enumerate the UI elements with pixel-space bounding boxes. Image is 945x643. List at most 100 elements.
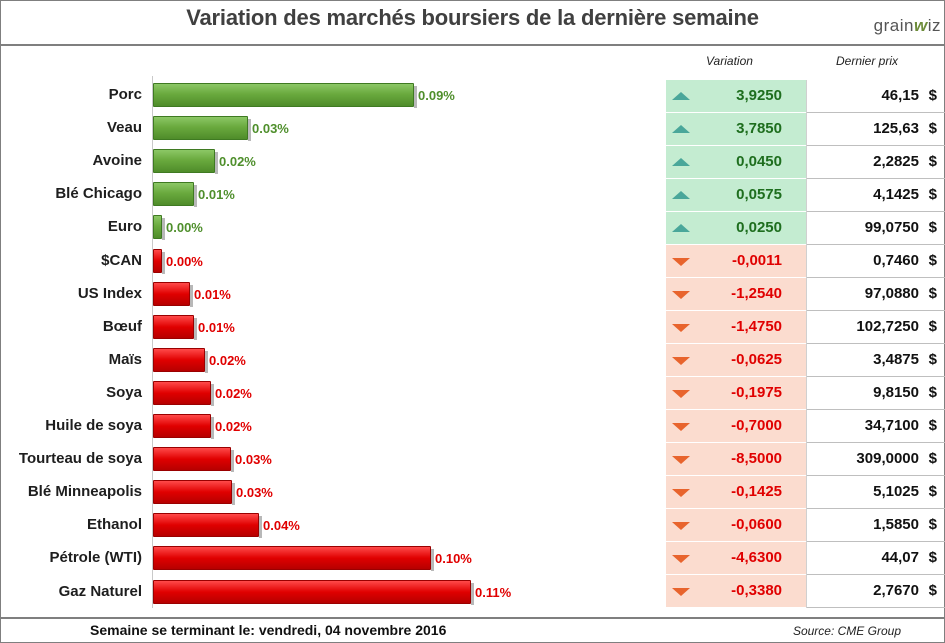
- chart-title: Variation des marchés boursiers de la de…: [186, 5, 759, 30]
- variation-value: -0,7000: [731, 417, 782, 434]
- price-cell: 309,0000 $: [807, 443, 945, 476]
- price-cell: 102,7250 $: [807, 311, 945, 344]
- price-cell: 125,63 $: [807, 113, 945, 146]
- currency-symbol: $: [928, 384, 937, 401]
- variation-value: 0,0575: [736, 186, 782, 203]
- bar-neg: [153, 447, 234, 473]
- bar-value-label: 0.09%: [418, 88, 455, 103]
- price-value: 4,1425: [873, 186, 919, 203]
- bar-pos: [153, 83, 417, 108]
- variation-cell: -0,1975: [666, 377, 806, 410]
- category-label: Huile de soya: [45, 417, 142, 434]
- bar-neg: [153, 579, 474, 605]
- down-arrow-icon: [672, 291, 690, 299]
- bar-neg: [153, 281, 193, 307]
- bar-neg: [153, 347, 208, 373]
- category-label: Porc: [108, 86, 142, 103]
- category-label: Pétrole (WTI): [49, 549, 143, 567]
- up-arrow-icon: [672, 125, 690, 133]
- bar-value-label: 0.11%: [475, 584, 512, 600]
- footer-divider: [0, 617, 945, 619]
- bar-neg: [153, 380, 214, 406]
- variation-cell: -8,5000: [666, 443, 806, 476]
- bar-value-label: 0.02%: [215, 385, 252, 401]
- currency-symbol: $: [928, 450, 937, 467]
- price-cell: 5,1025 $: [807, 476, 945, 509]
- bar-neg: [153, 546, 434, 572]
- down-arrow-icon: [672, 357, 690, 365]
- variation-cell: -0,3380: [666, 575, 806, 608]
- price-cell: 97,0880 $: [807, 278, 945, 311]
- bar-value-label: 0.01%: [198, 319, 235, 335]
- variation-value: -0,1425: [731, 483, 782, 500]
- variation-value: -0,0625: [731, 351, 782, 368]
- bar-neg: [153, 248, 165, 274]
- price-value: 1,5850: [873, 516, 919, 533]
- variation-value: -0,0011: [731, 252, 782, 269]
- variation-value: -8,5000: [731, 450, 782, 467]
- category-label: Soya: [106, 383, 142, 401]
- category-label: Tourteau de soya: [18, 450, 142, 468]
- bar-value-label: 0.01%: [194, 286, 231, 302]
- category-label: Maïs: [108, 350, 142, 368]
- bar-neg: [153, 513, 262, 539]
- up-arrow-icon: [672, 224, 690, 232]
- bar-value-label: 0.02%: [215, 419, 252, 434]
- variation-cell: -0,0600: [666, 509, 806, 542]
- category-label: Blé Minneapolis: [27, 483, 142, 501]
- up-arrow-icon: [672, 158, 690, 166]
- price-value: 2,2825: [873, 153, 919, 170]
- price-cell: 46,15 $: [807, 80, 945, 113]
- price-value: 34,7100: [864, 417, 919, 434]
- currency-symbol: $: [928, 417, 937, 434]
- source-note: Source: CME Group: [792, 624, 901, 638]
- variation-cell: 3,7850: [666, 113, 806, 146]
- variation-value: 3,7850: [736, 120, 782, 137]
- price-cell: 1,5850 $: [807, 509, 945, 542]
- variation-value: -0,1975: [731, 384, 782, 401]
- week-ending-label: Semaine se terminant le:: [90, 622, 255, 638]
- grainwiz-logo: grainwiz: [873, 16, 941, 35]
- price-value: 102,7250: [856, 318, 919, 335]
- week-ending: Semaine se terminant le: vendredi, 04 no…: [90, 622, 446, 638]
- currency-symbol: $: [928, 582, 937, 599]
- price-cell: 4,1425 $: [807, 179, 945, 212]
- variation-cell: -0,1425: [666, 476, 806, 509]
- week-ending-date: vendredi, 04 novembre 2016: [258, 622, 447, 638]
- variation-value: -0,3380: [731, 582, 782, 599]
- down-arrow-icon: [672, 456, 690, 464]
- down-arrow-icon: [672, 489, 690, 497]
- bar-pos: [153, 116, 251, 142]
- bar-value-label: 0.00%: [166, 253, 203, 269]
- currency-symbol: $: [928, 351, 937, 368]
- variation-cell: -0,7000: [666, 410, 806, 443]
- category-label: Gaz Naturel: [58, 582, 142, 600]
- price-cell: 9,8150 $: [807, 377, 945, 410]
- category-label: Veau: [106, 119, 142, 137]
- price-cell: 2,2825 $: [807, 146, 945, 179]
- variation-cell: -1,4750: [666, 311, 806, 344]
- bar-value-label: 0.01%: [198, 187, 235, 203]
- variation-cell: 0,0575: [666, 179, 806, 212]
- bar-neg: [153, 314, 197, 340]
- price-value: 0,7460: [873, 252, 919, 269]
- bar-value-label: 0.04%: [263, 518, 300, 534]
- price-value: 9,8150: [873, 384, 919, 401]
- down-arrow-icon: [672, 522, 690, 530]
- variation-value: 3,9250: [736, 87, 782, 104]
- price-cell: 2,7670 $: [807, 575, 945, 608]
- currency-symbol: $: [928, 120, 937, 137]
- variation-value: -1,4750: [731, 318, 782, 335]
- last-price-column: 46,15 $125,63 $2,2825 $4,1425 $99,0750 $0,746…: [806, 80, 945, 608]
- bar-value-label: 0.03%: [236, 485, 273, 501]
- bar-pos: [153, 149, 218, 175]
- currency-symbol: $: [928, 252, 937, 269]
- currency-symbol: $: [928, 318, 937, 335]
- variation-cell: -1,2540: [666, 278, 806, 311]
- price-cell: 34,7100 $: [807, 410, 945, 443]
- down-arrow-icon: [672, 555, 690, 563]
- down-arrow-icon: [672, 588, 690, 596]
- price-cell: 44,07 $: [807, 542, 945, 575]
- variation-cell: 3,9250: [666, 80, 806, 113]
- price-value: 3,4875: [873, 351, 919, 368]
